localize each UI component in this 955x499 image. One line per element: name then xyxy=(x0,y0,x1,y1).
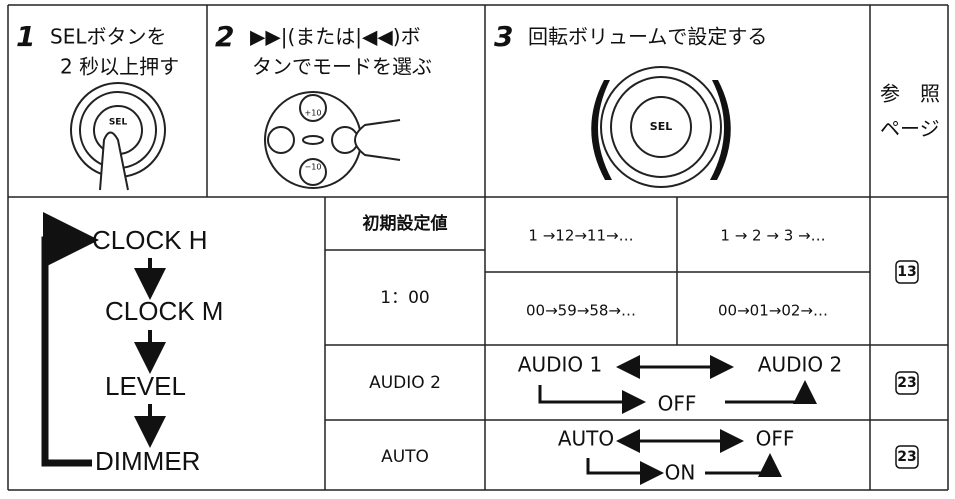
page-ref: 23 xyxy=(897,375,916,391)
mode-label: CLOCK M xyxy=(105,296,223,326)
initial-value: 1：00 xyxy=(380,288,429,308)
step-number: 3 xyxy=(494,20,513,53)
sequence: 00→01→02→… xyxy=(718,302,828,320)
cycle-arrows xyxy=(538,355,817,414)
column-header: 初期設定値 xyxy=(363,213,448,234)
step-text: タンでモードを選ぶ xyxy=(252,55,432,79)
page-ref: 23 xyxy=(897,449,916,465)
mode-flow-arrows xyxy=(41,212,166,467)
initial-value: AUTO xyxy=(381,447,429,467)
cycle-arrows xyxy=(586,429,782,485)
option: OFF xyxy=(658,392,697,416)
reference-header: 参 照 xyxy=(880,82,940,106)
option: AUDIO 1 xyxy=(518,353,602,377)
rotary-icon xyxy=(591,66,731,188)
step-number: 2 xyxy=(215,20,234,53)
option: OFF xyxy=(756,427,795,451)
step-text: SELボタンを xyxy=(50,25,166,49)
table-grid xyxy=(7,4,949,491)
step-number: 1 xyxy=(16,20,35,53)
mode-label: CLOCK H xyxy=(92,225,208,255)
sequence: 1 →12→11→… xyxy=(528,227,633,245)
page-ref-boxes xyxy=(895,260,919,469)
knob-label: +10 xyxy=(305,109,322,118)
page-ref: 13 xyxy=(897,264,916,280)
step-text: 回転ボリュームで設定する xyxy=(528,25,767,49)
mode-label: LEVEL xyxy=(105,371,186,401)
mode-label: DIMMER xyxy=(95,446,200,476)
sequence: 00→59→58→… xyxy=(526,302,636,320)
knob-label: SEL xyxy=(650,120,672,133)
knob-icon xyxy=(70,82,166,191)
step-text: 2 秒以上押す xyxy=(60,55,179,79)
reference-header: ページ xyxy=(880,117,940,141)
option: AUDIO 2 xyxy=(758,353,842,377)
step-text: ▶▶|(または|◀◀)ボ xyxy=(250,25,421,49)
option: AUTO xyxy=(558,427,614,451)
knob-label: SEL xyxy=(109,118,128,128)
option: ON xyxy=(665,461,696,485)
knob-label: −10 xyxy=(305,163,322,172)
initial-value: AUDIO 2 xyxy=(369,373,441,393)
dial-icon xyxy=(264,91,401,189)
sequence: 1 → 2 → 3 →… xyxy=(720,227,825,245)
